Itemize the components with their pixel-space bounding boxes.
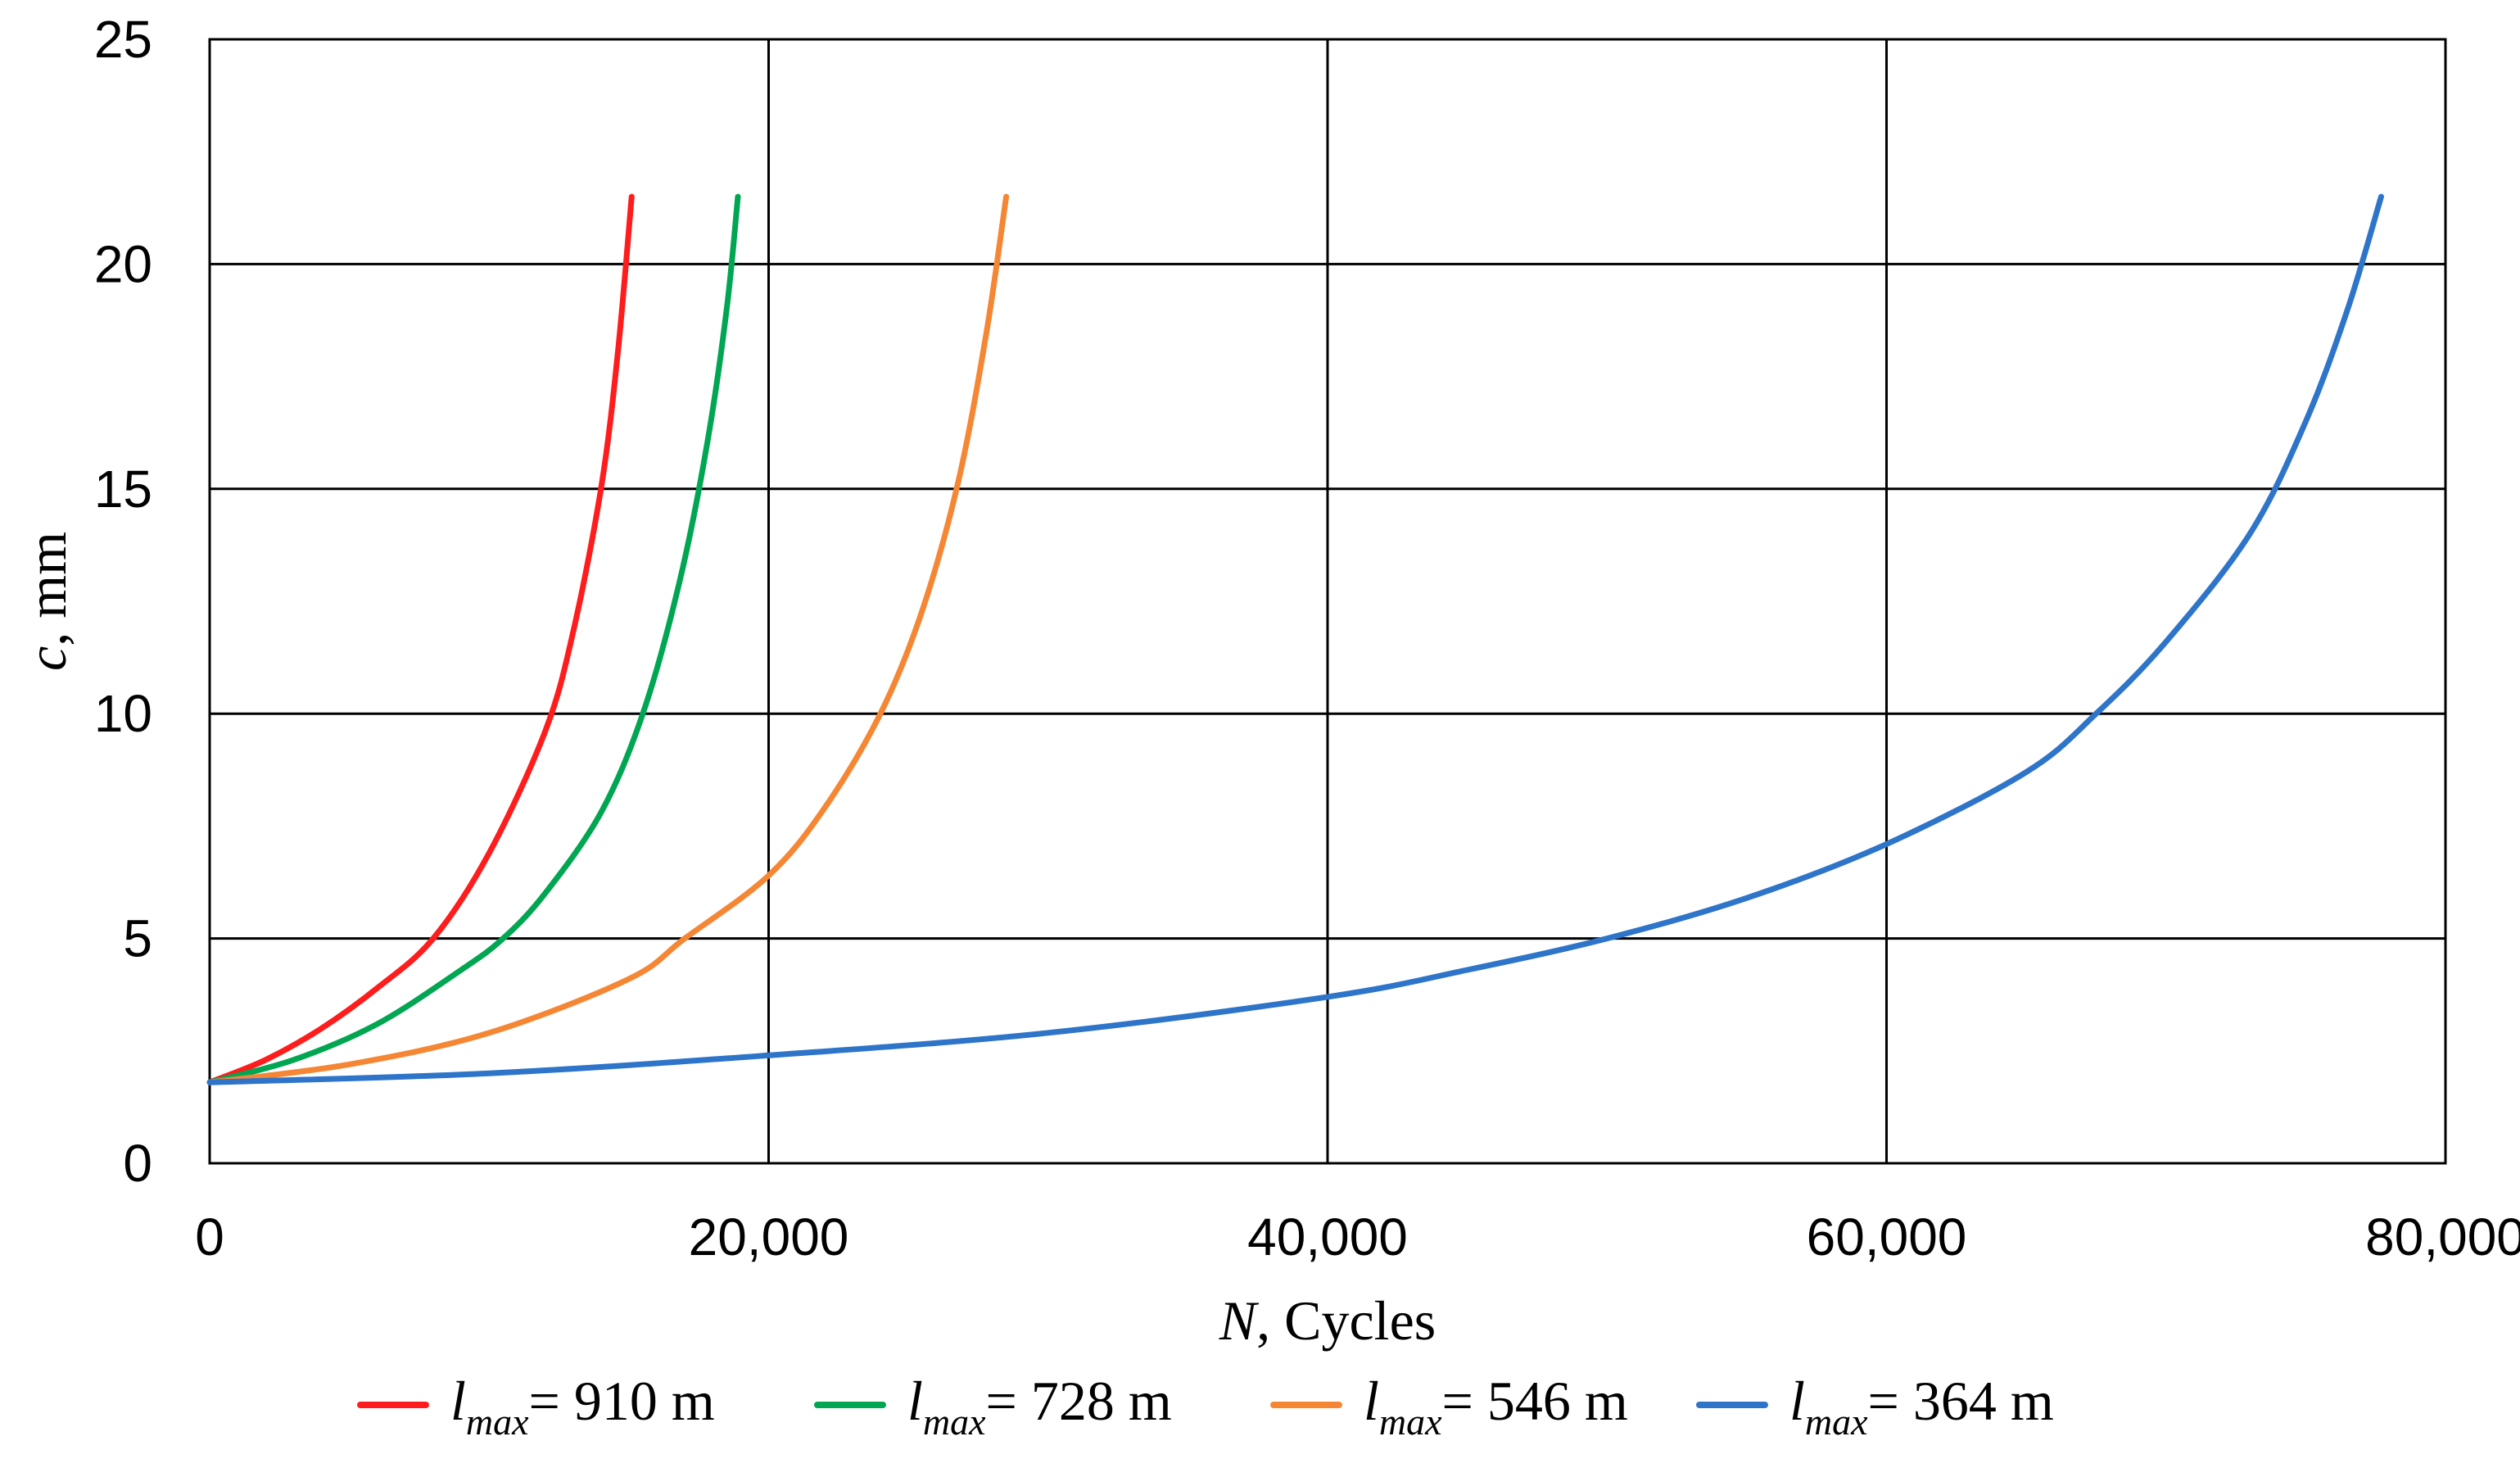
x-tick-label: 80,000 [2365, 1207, 2520, 1266]
y-axis-variable: c [16, 646, 78, 671]
x-tick-label: 20,000 [689, 1207, 849, 1266]
x-axis-title: N, Cycles [1219, 1289, 1436, 1352]
legend: lmax= 910 m lmax= 728 m lmax= 546 m lmax= 3… [357, 1370, 2054, 1443]
x-axis-ticks: 0 20,000 40,000 60,000 80,000 [195, 1207, 2520, 1266]
y-tick-label: 5 [123, 909, 152, 968]
legend-item-3: lmax= 546 m [1270, 1370, 1628, 1443]
legend-item-2: lmax= 728 m [814, 1370, 1172, 1443]
series-line-4 [206, 193, 2384, 1085]
legend-label: lmax= 364 m [1789, 1370, 2054, 1443]
series-line-2 [206, 193, 741, 1085]
x-axis-variable: N [1219, 1289, 1260, 1352]
y-axis-title: c, mm [16, 532, 78, 671]
legend-subscript: max [466, 1401, 529, 1443]
x-axis-unit: , Cycles [1256, 1289, 1436, 1352]
legend-label: lmax= 546 m [1364, 1370, 1628, 1443]
legend-value: = 728 m [986, 1370, 1172, 1432]
legend-label: lmax= 728 m [907, 1370, 1172, 1443]
y-tick-label: 20 [94, 234, 152, 293]
y-tick-label: 10 [94, 684, 152, 743]
legend-subscript: max [923, 1401, 986, 1443]
series-line-3 [206, 193, 1010, 1085]
plot-area-frame [208, 38, 2447, 1165]
y-tick-label: 0 [123, 1134, 152, 1193]
legend-subscript: max [1805, 1401, 1868, 1443]
legend-value: = 546 m [1442, 1370, 1628, 1432]
legend-var: l [907, 1370, 923, 1432]
legend-value: = 910 m [529, 1370, 715, 1432]
legend-subscript: max [1379, 1401, 1442, 1443]
x-tick-label: 0 [195, 1207, 224, 1266]
legend-var: l [450, 1370, 466, 1432]
legend-var: l [1789, 1370, 1805, 1432]
y-axis-ticks: 0 5 10 15 20 25 [94, 10, 152, 1193]
y-tick-label: 15 [94, 460, 152, 519]
legend-var: l [1364, 1370, 1379, 1432]
legend-item-4: lmax= 364 m [1696, 1370, 2054, 1443]
legend-item-1: lmax= 910 m [357, 1370, 715, 1443]
series-line-1 [206, 193, 635, 1085]
y-axis-unit: , mm [16, 532, 78, 646]
legend-value: = 364 m [1868, 1370, 2054, 1432]
legend-label: lmax= 910 m [450, 1370, 715, 1443]
series-layer [206, 193, 2384, 1085]
x-tick-label: 60,000 [1807, 1207, 1967, 1266]
x-tick-label: 40,000 [1247, 1207, 1408, 1266]
y-tick-label: 25 [94, 10, 152, 69]
